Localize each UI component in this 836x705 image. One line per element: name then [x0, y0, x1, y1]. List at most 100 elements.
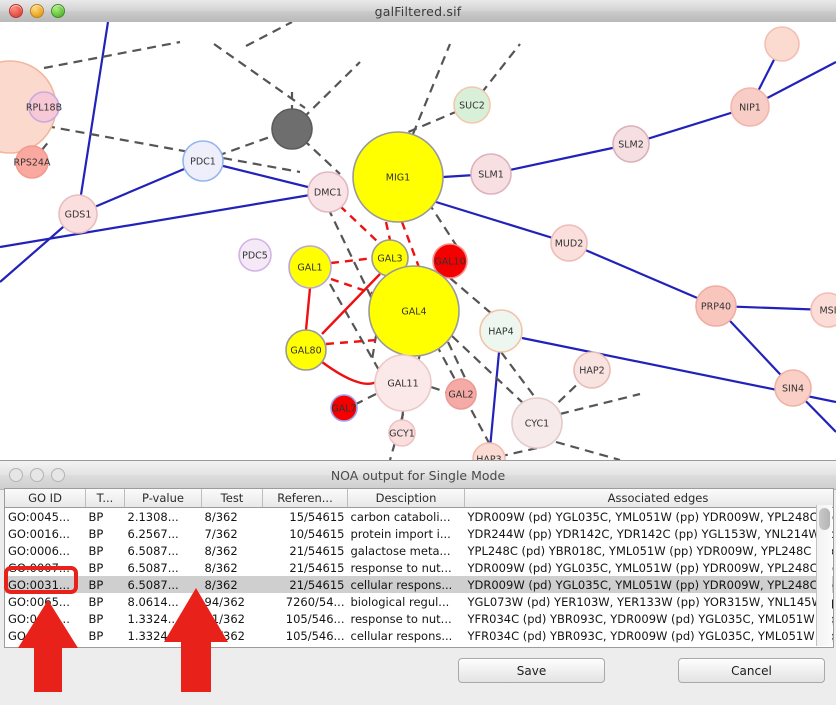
network-node-cyc1[interactable]: [511, 397, 563, 449]
network-node-hap3[interactable]: [472, 442, 506, 460]
save-button[interactable]: Save: [458, 658, 605, 683]
network-node-gal80[interactable]: [285, 329, 327, 371]
table-row[interactable]: GO:0031... BP 1.3324... 11/362 105/546... res…: [5, 610, 833, 627]
cell-associated-edges: YDR009W (pd) YGL035C, YML051W (pp) YDR00…: [467, 560, 834, 575]
network-node-label: DMC1: [314, 188, 342, 199]
edge-dashed: [427, 201, 459, 249]
network-node-gray[interactable]: [271, 108, 313, 150]
cell-reference: 105/546...: [285, 628, 345, 643]
network-node-gal11[interactable]: [374, 354, 432, 412]
close-button-icon[interactable]: [9, 4, 23, 18]
cell-type: BP: [88, 594, 104, 609]
cell-go-id: GO:0045...: [8, 509, 70, 524]
edge-dashed: [411, 43, 452, 135]
network-node-gal1[interactable]: [288, 245, 332, 289]
window-title: galFiltered.sif: [374, 3, 462, 19]
network-node-rps24a[interactable]: [15, 145, 49, 179]
cell-type: BP: [86, 644, 125, 648]
network-node-gal4[interactable]: [368, 265, 460, 357]
network-node-hap2[interactable]: [573, 351, 611, 389]
network-nodes[interactable]: [0, 26, 836, 460]
cell-type: BP: [85, 576, 125, 593]
network-node-mud2[interactable]: [550, 224, 588, 262]
table-row[interactable]: GO:0006... BP 6.5087... 8/362 21/54615 galact…: [5, 542, 833, 559]
table-row[interactable]: GO:0031... BP 1.3324... 11/362 105/546... cel…: [5, 627, 833, 644]
scrollbar-thumb[interactable]: [819, 508, 830, 530]
edge-dashed: [329, 283, 381, 373]
edge-group-red: [304, 205, 422, 385]
edge-red-dashed: [384, 221, 392, 241]
table-row[interactable]: GO:0050...BP1.428E...80/3625778/54...reg…: [5, 644, 833, 648]
network-node-gal2[interactable]: [445, 378, 477, 410]
network-node-slm1[interactable]: [470, 153, 512, 195]
column-header-go-id[interactable]: GO ID: [5, 489, 86, 508]
table-row[interactable]: GO:0065... BP 8.0614... 94/362 7260/54... bio…: [5, 593, 833, 610]
edge-dashed: [435, 343, 490, 444]
dialog-close-button-icon[interactable]: [9, 468, 23, 482]
column-header-reference[interactable]: Referen...: [262, 489, 348, 508]
cell-reference: 10/54615: [289, 526, 345, 541]
network-node-rpl18b[interactable]: [28, 91, 60, 123]
edge-blue: [0, 190, 329, 249]
edge-dashed: [245, 22, 293, 47]
table-row[interactable]: GO:0045... BP 2.1308... 8/362 15/54615 carbon…: [5, 508, 833, 526]
edge-blue: [490, 142, 632, 176]
network-node-gal7[interactable]: [330, 394, 358, 422]
cell-test: 8/362: [204, 509, 238, 524]
network-graph[interactable]: RPL18B RPS24A GDS1 PDC1 SUC2 NIP1 DMC1 MIG1 SLM1…: [0, 22, 836, 460]
dialog-zoom-button-icon[interactable]: [51, 468, 65, 482]
cell-p-value: 1.428E...: [125, 644, 202, 648]
network-node-msl[interactable]: [810, 292, 836, 328]
minimize-button-icon[interactable]: [30, 4, 44, 18]
cell-reference: 105/546...: [285, 611, 345, 626]
column-header-description[interactable]: Desciption: [347, 489, 465, 508]
edge-dashed: [500, 351, 538, 401]
network-node-gal10[interactable]: [432, 243, 468, 279]
column-header-type[interactable]: T...: [85, 489, 125, 508]
network-node-pdc1[interactable]: [182, 140, 224, 182]
table-row[interactable]: GO:0016... BP 6.2567... 7/362 10/54615 protei…: [5, 525, 834, 542]
cell-associated-edges: YDR244W (pp) YDR142C, YDR142C (pp) YGL15…: [467, 526, 834, 541]
network-node-pdc5[interactable]: [238, 238, 272, 272]
network-node-label: NIP1: [739, 103, 761, 114]
dialog-window-controls: [9, 468, 65, 482]
network-canvas[interactable]: RPL18B RPS24A GDS1 PDC1 SUC2 NIP1 DMC1 MIG1 SLM1…: [0, 22, 836, 460]
network-node-top_right[interactable]: [764, 26, 800, 62]
network-node-suc2[interactable]: [453, 86, 491, 124]
network-node-mig1[interactable]: [352, 131, 444, 223]
network-node-dmc1[interactable]: [307, 171, 349, 213]
network-node-prp40[interactable]: [695, 285, 737, 327]
table-vertical-scrollbar[interactable]: [816, 505, 832, 646]
network-node-slm2[interactable]: [612, 125, 650, 163]
column-header-test[interactable]: Test: [201, 489, 263, 508]
column-header-associated-edges[interactable]: Associated edges: [464, 489, 833, 508]
network-node-label: GAL2: [448, 390, 473, 401]
cell-type: BP: [88, 526, 104, 541]
column-header-p-value[interactable]: P-value: [124, 489, 202, 508]
network-node-gds1[interactable]: [58, 194, 98, 234]
cell-test: 11/362: [204, 628, 245, 643]
cell-test: 7/362: [204, 526, 238, 541]
cell-test: 11/362: [204, 611, 245, 626]
cell-type: BP: [88, 543, 104, 558]
table-row[interactable]: GO:0031... BP 6.5087... 8/362 21/54615 cellul…: [5, 576, 833, 593]
edge-dashed: [213, 43, 306, 109]
network-node-label: PDC1: [190, 157, 216, 168]
cancel-button[interactable]: Cancel: [678, 658, 825, 683]
edge-dashed: [471, 43, 521, 106]
cell-go-id: GO:0006...: [8, 543, 70, 558]
network-node-sin4[interactable]: [774, 369, 812, 407]
table-row[interactable]: GO:0007... BP 6.5087... 8/362 21/54615 respon…: [5, 559, 834, 576]
network-node-nip1[interactable]: [730, 87, 770, 127]
network-node-label: GAL3: [377, 254, 402, 265]
zoom-button-icon[interactable]: [51, 4, 65, 18]
cell-test: 8/362: [201, 576, 263, 593]
noa-results-table[interactable]: GO ID T... P-value Test Referen... Desci…: [4, 488, 834, 648]
cell-go-id: GO:0031...: [8, 628, 70, 643]
edge-dashed: [291, 128, 341, 175]
network-node-hap4[interactable]: [479, 309, 523, 353]
network-node-gcy1[interactable]: [388, 419, 416, 447]
dialog-minimize-button-icon[interactable]: [30, 468, 44, 482]
cell-go-id: GO:0016...: [8, 526, 70, 541]
network-node-label: HAP3: [476, 455, 501, 461]
